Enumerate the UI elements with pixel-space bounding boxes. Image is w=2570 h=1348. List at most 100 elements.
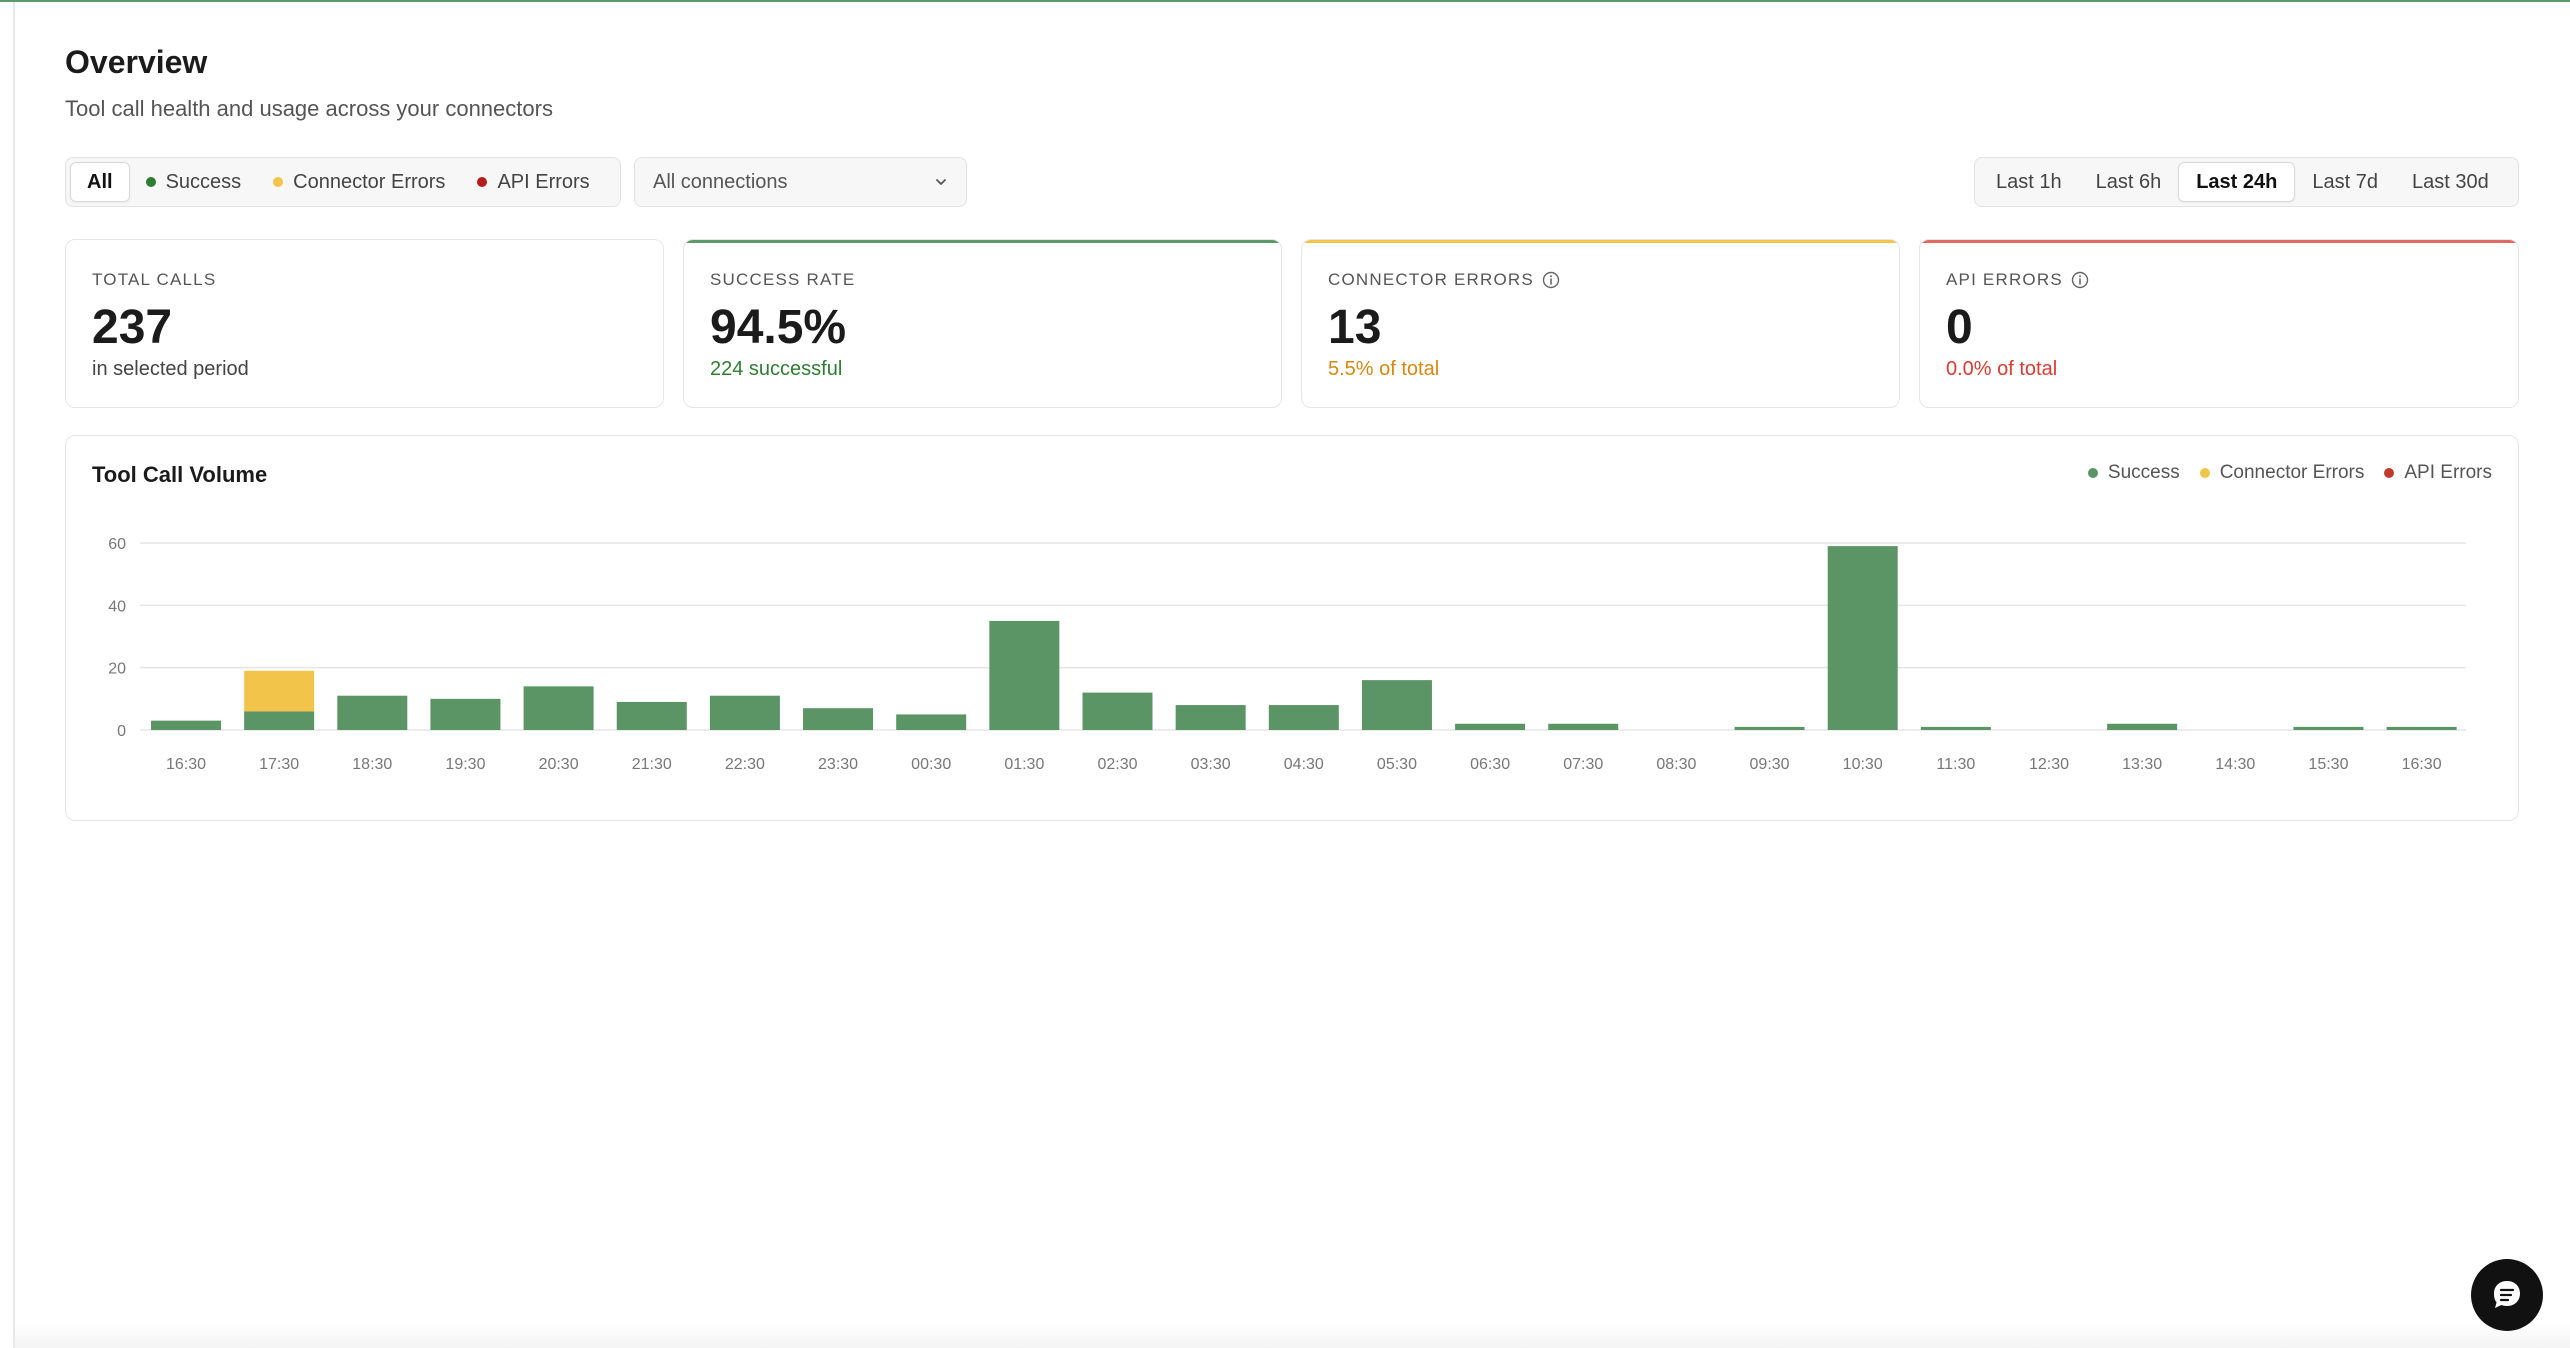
legend-success: Success [2087,462,2180,484]
bar-success[interactable] [803,708,874,730]
x-tick-label: 16:30 [2402,756,2442,773]
connector-errors-label-row: CONNECTOR ERRORS [1328,270,1560,290]
time-range-selector: Last 1h Last 6h Last 24h Last 7d Last 30… [1974,157,2519,207]
legend-api-errors: API Errors [2384,462,2492,484]
x-tick-label: 23:30 [818,756,858,773]
success-rate-label: SUCCESS RATE [710,270,856,289]
bar-success[interactable] [2293,726,2364,730]
bar-success[interactable] [1734,726,1805,730]
chat-bubble-icon [2494,1281,2520,1308]
legend-connector-errors: Connector Errors [2199,462,2365,484]
bar-success[interactable] [337,695,408,730]
success-rate-value: 94.5% [710,301,847,354]
bar-success[interactable] [616,701,687,730]
chevron-down-icon [936,179,946,185]
bar-success[interactable] [1082,692,1153,730]
x-tick-label: 21:30 [632,756,672,773]
x-tick-label: 01:30 [1004,756,1044,773]
api-error-dot-icon [477,177,488,187]
status-filter: All Success Connector Errors API Errors [65,157,621,207]
bar-success[interactable] [989,620,1060,730]
x-tick-label: 03:30 [1191,756,1231,773]
bar-success[interactable] [2107,723,2178,730]
time-range-7d[interactable]: Last 7d [2312,170,2378,193]
bar-success[interactable] [2386,726,2457,730]
time-range-24h[interactable]: Last 24h [2178,162,2296,202]
connector-error-dot-icon [273,177,284,187]
filter-api-errors[interactable]: API Errors [461,162,605,202]
chat-support-button[interactable] [2471,1259,2543,1331]
total-calls-label: TOTAL CALLS [92,270,217,289]
y-tick-label: 0 [117,723,126,740]
legend-success-label: Success [2107,462,2180,483]
bar-success[interactable] [1827,546,1898,730]
time-range-1h[interactable]: Last 1h [1996,170,2062,193]
bar-success[interactable] [1175,705,1246,730]
success-dot-icon [145,177,156,187]
y-tick-label: 60 [108,536,126,553]
legend-success-dot-icon [2087,468,2098,478]
bar-success[interactable] [709,695,780,730]
connection-select[interactable]: All connections [634,157,967,207]
bar-success[interactable] [1268,705,1339,730]
x-tick-label: 10:30 [1843,756,1883,773]
x-tick-label: 13:30 [2122,756,2162,773]
api-errors-label: API ERRORS [1946,270,2063,289]
x-tick-label: 19:30 [445,756,485,773]
x-tick-label: 11:30 [1936,756,1975,773]
connector-errors-value: 13 [1328,301,1382,354]
connector-accent-bar [1302,240,1899,243]
x-tick-label: 04:30 [1284,756,1324,773]
time-range-30d[interactable]: Last 30d [2411,170,2489,193]
total-calls-value: 237 [92,301,173,354]
bar-success[interactable] [244,711,315,730]
bar-success[interactable] [1920,726,1991,730]
bar-success[interactable] [1548,723,1619,730]
page-title: Overview [65,44,208,80]
bar-success[interactable] [896,714,967,730]
legend-api-label: API Errors [2404,462,2492,483]
legend-connector-label: Connector Errors [2219,462,2365,483]
bar-success[interactable] [523,686,594,730]
tool-call-volume-card: Tool Call Volume Success Connector Error… [65,435,2519,821]
api-errors-value: 0 [1946,301,1973,354]
filter-all-label: All [87,170,113,193]
x-tick-label: 17:30 [259,756,299,773]
total-calls-sub: in selected period [92,358,249,380]
filter-api-errors-label: API Errors [497,170,590,193]
success-rate-sub: 224 successful [710,358,843,380]
y-tick-label: 20 [108,661,126,678]
bar-success[interactable] [1455,723,1526,730]
x-tick-label: 20:30 [539,756,579,773]
bar-success[interactable] [430,698,501,730]
bar-connector-errors[interactable] [244,670,315,712]
x-tick-label: 06:30 [1470,756,1510,773]
info-icon[interactable] [1542,271,1560,289]
x-tick-label: 05:30 [1377,756,1417,773]
bar-success[interactable] [151,720,221,730]
time-range-6h[interactable]: Last 6h [2095,170,2162,193]
x-tick-label: 07:30 [1563,756,1603,773]
volume-bar-chart: 0 20 40 60 16:30 17:30 18:30 19:30 20:30 21:30 22:… [108,536,2466,773]
connector-errors-label: CONNECTOR ERRORS [1328,270,1534,289]
legend-api-dot-icon [2384,468,2395,478]
x-tick-label: 14:30 [2215,756,2255,773]
x-tick-label: 18:30 [352,756,392,773]
total-calls-card: TOTAL CALLS 237 in selected period [65,239,664,408]
stat-cards: TOTAL CALLS 237 in selected period SUCCE… [65,239,2519,408]
filter-connector-errors[interactable]: Connector Errors [257,162,461,202]
filter-all[interactable]: All [70,162,130,202]
filter-success[interactable]: Success [130,162,258,202]
page-subtitle: Tool call health and usage across your c… [65,96,553,121]
connector-errors-sub: 5.5% of total [1328,358,1440,380]
api-errors-label-row: API ERRORS [1946,270,2089,290]
x-tick-label: 12:30 [2029,756,2069,773]
info-icon[interactable] [2071,271,2089,289]
bar-success[interactable] [1361,680,1432,730]
bottom-shade [15,1322,2570,1348]
sidebar-divider [13,2,15,1348]
success-rate-card: SUCCESS RATE 94.5% 224 successful [683,239,1282,408]
api-accent-bar [1920,240,2518,243]
y-tick-label: 40 [108,598,126,615]
